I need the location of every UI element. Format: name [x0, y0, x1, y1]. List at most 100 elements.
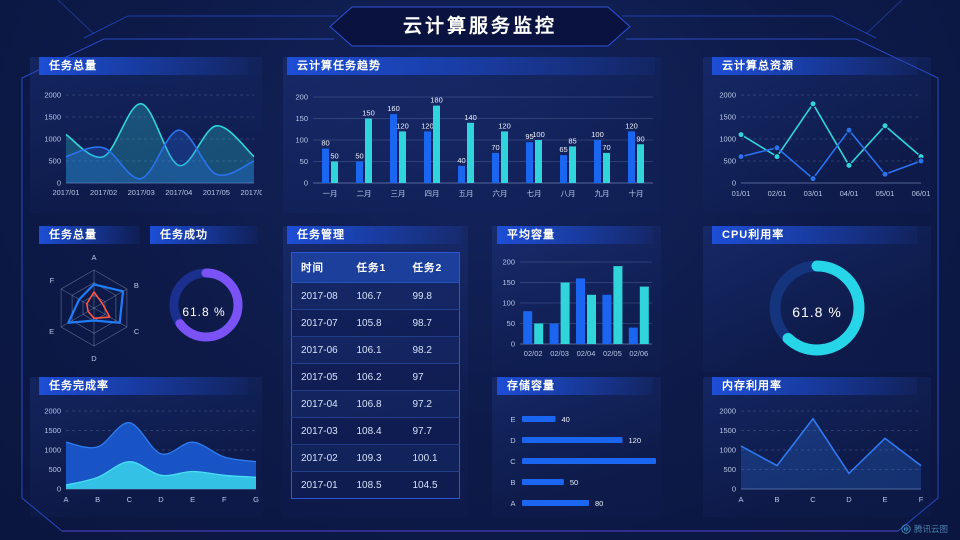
panel-title: CPU利用率	[722, 229, 785, 241]
storage-hbar-chart[interactable]: E40D120C160B50A80	[492, 403, 661, 517]
svg-text:500: 500	[48, 465, 61, 474]
table-cell: 106.8	[347, 390, 404, 418]
table-row: 2017-06 106.1 98.2	[291, 336, 460, 364]
table-row: 2017-04 106.8 97.2	[291, 390, 460, 418]
svg-text:50: 50	[507, 319, 515, 328]
svg-text:150: 150	[295, 114, 308, 123]
task-total-radar-chart[interactable]: A B C D E F	[30, 252, 158, 372]
svg-text:01/01: 01/01	[732, 189, 751, 198]
svg-text:500: 500	[723, 465, 736, 474]
svg-text:06/01: 06/01	[912, 189, 931, 198]
svg-text:1500: 1500	[719, 426, 736, 435]
svg-text:200: 200	[295, 93, 308, 102]
table-cell: 108.4	[347, 417, 404, 445]
panel-avg-capacity: 平均容量 0 50 100 150 200 02/02 02/03 02/04 02/05 02/…	[492, 226, 661, 372]
svg-text:九月: 九月	[595, 189, 610, 198]
table-row: 2017-08 106.7 99.8	[291, 282, 460, 310]
svg-text:A: A	[738, 495, 743, 504]
table-header-cell: 任务2	[403, 252, 460, 283]
svg-text:100: 100	[502, 299, 515, 308]
svg-text:1000: 1000	[44, 135, 61, 144]
table-row: 2017-05 106.2 97	[291, 363, 460, 391]
svg-text:70: 70	[491, 143, 499, 152]
svg-text:120: 120	[498, 121, 511, 130]
svg-text:180: 180	[430, 96, 443, 105]
svg-text:70: 70	[602, 143, 610, 152]
task-success-value: 61.8 %	[182, 305, 226, 319]
svg-text:03/01: 03/01	[804, 189, 823, 198]
svg-text:E: E	[190, 495, 195, 504]
task-table-grid: 时间 任务1 任务2 2017-08 106.7 99.8 2017-07 105.8 98.7…	[291, 252, 460, 499]
svg-text:90: 90	[636, 134, 644, 143]
svg-text:120: 120	[625, 121, 638, 130]
panel-task-radar: 任务总量 A B C D E F	[30, 226, 144, 372]
table-cell: 108.5	[347, 471, 404, 499]
panel-title: 任务总量	[49, 60, 97, 72]
svg-text:100: 100	[532, 130, 545, 139]
table-cell: 2017-03	[291, 417, 348, 445]
panel-title: 内存利用率	[722, 380, 782, 392]
completion-area-chart[interactable]: 0 500 1000 1500 2000 A B C D E F G	[30, 403, 262, 517]
svg-text:85: 85	[568, 136, 576, 145]
svg-text:三月: 三月	[391, 189, 406, 198]
cpu-donut-chart[interactable]	[703, 252, 931, 372]
table-cell: 98.2	[403, 336, 460, 364]
svg-text:02/02: 02/02	[524, 349, 543, 358]
watermark-text: 腾讯云图	[913, 524, 948, 534]
svg-text:80: 80	[321, 139, 329, 148]
svg-text:G: G	[253, 495, 259, 504]
task-table[interactable]: 时间 任务1 任务2 2017-08 106.7 99.8 2017-07 105.8 98.7…	[283, 252, 468, 499]
table-row: 2017-01 108.5 104.5	[291, 471, 460, 499]
svg-text:十月: 十月	[629, 188, 644, 198]
svg-text:50: 50	[355, 152, 363, 161]
panel-task-trend: 云计算任务趋势 0 50 100 150 200 一月 二月 三月 四月 五月 六月 七月 八月 九月 十月…	[283, 57, 661, 213]
panel-task-table: 任务管理 时间 任务1 任务2 2017-08 106.7 99.8 2017-07 105.…	[283, 226, 468, 518]
svg-text:F: F	[222, 495, 227, 504]
svg-text:2017/02: 2017/02	[90, 188, 117, 197]
svg-text:一月: 一月	[323, 189, 338, 198]
task-success-donut-chart[interactable]	[146, 252, 262, 372]
svg-text:1500: 1500	[44, 113, 61, 122]
table-cell: 2017-02	[291, 444, 348, 472]
table-cell: 98.7	[403, 309, 460, 337]
table-cell: 104.5	[403, 471, 460, 499]
svg-text:五月: 五月	[459, 189, 474, 198]
avg-capacity-bar-chart[interactable]: 0 50 100 150 200 02/02 02/03 02/04 02/05 02/06	[492, 252, 661, 372]
svg-text:02/04: 02/04	[577, 349, 596, 358]
svg-text:95: 95	[525, 132, 533, 141]
svg-text:E: E	[49, 327, 54, 336]
panel-title: 任务完成率	[49, 380, 109, 392]
table-cell: 100.1	[403, 444, 460, 472]
svg-text:A: A	[510, 499, 515, 508]
panel-header: 任务完成率	[39, 377, 248, 395]
panel-header: CPU利用率	[712, 226, 917, 244]
svg-text:0: 0	[57, 485, 61, 494]
svg-text:2000: 2000	[44, 91, 61, 100]
svg-text:七月: 七月	[527, 189, 542, 198]
panel-title: 云计算任务趋势	[297, 60, 381, 72]
memory-line-chart[interactable]: 0 500 1000 1500 2000 A B C D E F	[703, 403, 931, 517]
svg-text:E: E	[882, 495, 887, 504]
svg-text:50: 50	[570, 478, 578, 487]
panel-header: 任务总量	[39, 226, 140, 244]
svg-text:2000: 2000	[719, 91, 736, 100]
svg-text:A: A	[91, 253, 96, 262]
svg-text:1500: 1500	[44, 426, 61, 435]
svg-text:500: 500	[723, 157, 736, 166]
svg-text:1000: 1000	[719, 446, 736, 455]
svg-text:2017/01: 2017/01	[52, 188, 79, 197]
svg-text:40: 40	[562, 415, 570, 424]
panel-header: 任务总量	[39, 57, 248, 75]
table-header-cell: 任务1	[347, 252, 404, 283]
svg-text:B: B	[510, 478, 515, 487]
table-cell: 2017-01	[291, 471, 348, 499]
panel-cpu: CPU利用率 61.8 %	[703, 226, 931, 372]
task-total-area-chart[interactable]: 0 500 1000 1500 2000 2017/01 2017/02 2017/03 201…	[30, 83, 262, 213]
table-cell: 97.7	[403, 417, 460, 445]
table-cell: 2017-08	[291, 282, 348, 310]
svg-text:二月: 二月	[357, 189, 372, 198]
svg-text:C: C	[510, 457, 516, 466]
table-header-cell: 时间	[291, 252, 348, 283]
cloud-resources-line-chart[interactable]: 0 500 1000 1500 2000 01/01 02/01 03/01 04/01 05/0…	[703, 83, 931, 213]
